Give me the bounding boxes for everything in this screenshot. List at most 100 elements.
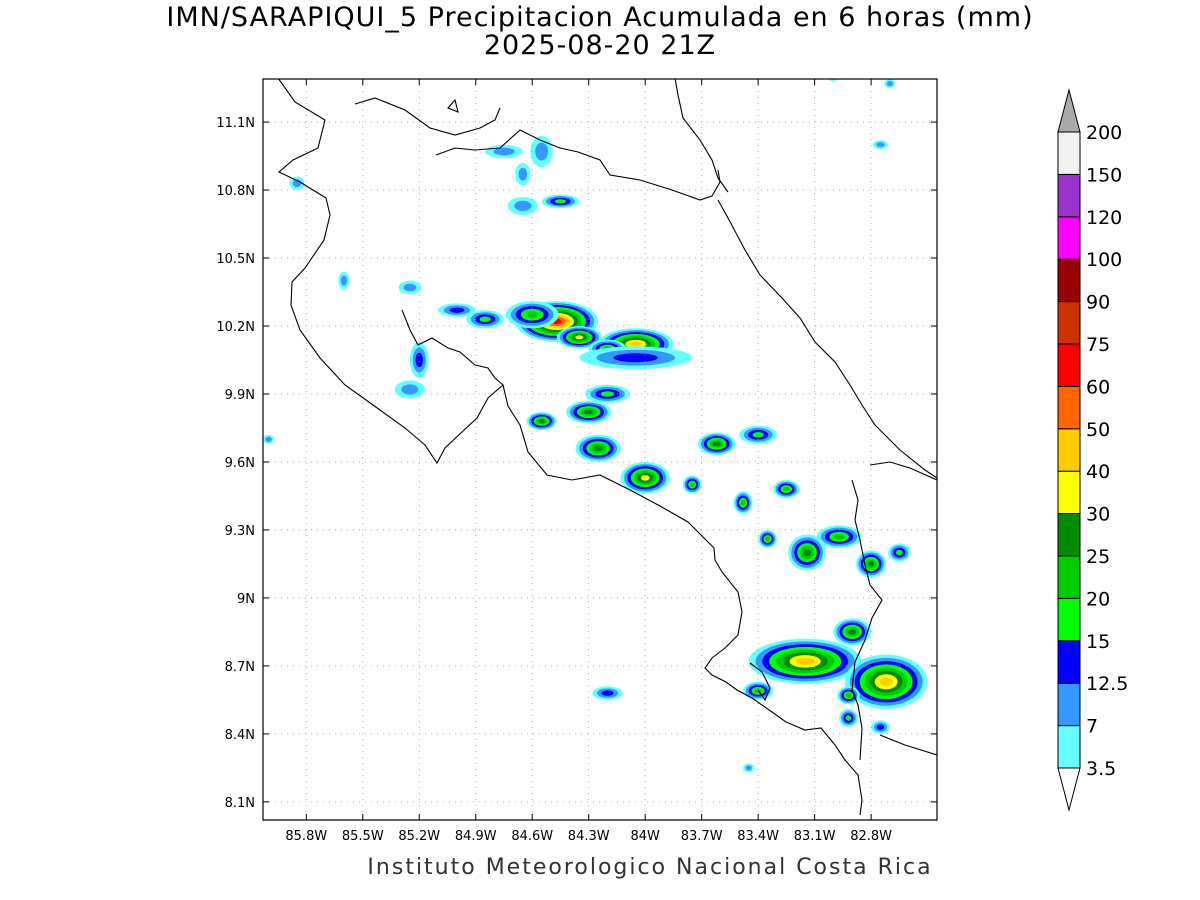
colorbar-box-3.5 (1057, 725, 1081, 769)
colorbar-label: 200 (1086, 122, 1122, 144)
colorbar-over-arrow (1057, 88, 1081, 133)
colorbar-label: 30 (1086, 504, 1110, 526)
costa-rica-north-border (435, 129, 721, 201)
precip-cell (592, 686, 623, 700)
costa-rica-caribbean-coast (717, 199, 937, 479)
precip-cell (505, 301, 559, 329)
precip-cell (682, 475, 702, 494)
colorbar-label: 60 (1086, 376, 1110, 398)
precip-cell (263, 434, 275, 444)
precip-contour-level-15 (554, 199, 567, 204)
colorbar-label: 75 (1086, 334, 1110, 356)
precip-cell (839, 708, 858, 728)
precip-cell (816, 525, 862, 549)
precip-contour-level-7 (403, 283, 417, 292)
colorbar-label: 7 (1086, 716, 1098, 738)
precip-contour-level-12.5 (601, 690, 614, 696)
precip-cell (844, 654, 928, 709)
precip-contour-level-15 (600, 391, 615, 397)
precip-contour-level-12.5 (876, 724, 885, 730)
precip-cell (748, 638, 862, 685)
colorbar-box-90 (1057, 258, 1081, 303)
colorbar-label: 15 (1086, 631, 1110, 653)
colorbar-label: 150 (1086, 164, 1122, 186)
precip-contour-level-25 (593, 445, 603, 452)
precip-contour-level-20 (833, 533, 845, 540)
lat-tick-label: 9.9N (225, 388, 255, 403)
precip-cell (485, 144, 523, 159)
precip-contour-level-7 (876, 142, 885, 148)
lon-tick-label: 83.7W (681, 829, 723, 844)
lat-tick-label: 8.1N (225, 796, 255, 811)
nicoya-gulf-coast (401, 309, 504, 386)
colorbar-box-30 (1057, 470, 1081, 515)
colorbar-label: 25 (1086, 546, 1110, 568)
precip-cell (338, 271, 350, 290)
precip-cell (758, 529, 777, 549)
colorbar-box-60 (1057, 343, 1081, 387)
costa-rica-pacific-coast (277, 79, 863, 816)
precip-contour-level-7 (518, 167, 528, 181)
precip-cell (773, 480, 800, 499)
precip-contour-level-25 (584, 409, 594, 415)
precip-contour-level-25 (803, 548, 811, 557)
lon-tick-label: 84W (630, 829, 660, 844)
lat-tick-label: 11.1N (216, 116, 255, 131)
colorbar-box-25 (1057, 513, 1081, 557)
precip-cell (828, 79, 839, 82)
precip-cell (507, 196, 538, 215)
precip-contour-level-15 (752, 432, 764, 438)
lake-island (447, 98, 459, 113)
precip-cell (515, 162, 531, 186)
lat-tick-label: 10.2N (216, 320, 255, 335)
colorbar-box-120 (1057, 173, 1081, 218)
precip-cell (575, 434, 621, 462)
lat-tick-label: 9.6N (225, 456, 255, 471)
precip-cell (409, 341, 429, 379)
colorbar-box-12.5 (1057, 640, 1081, 684)
precip-contour-level-25 (712, 441, 721, 447)
colorbar-label: 120 (1086, 207, 1122, 229)
precip-contour-level-25 (538, 419, 545, 424)
map-gridlines (263, 79, 937, 820)
colorbar-label: 90 (1086, 292, 1110, 314)
precip-contour-level-20 (740, 499, 746, 506)
precip-contour-level-12.5 (613, 353, 659, 363)
map-title: IMN/SARAPIQUI_5 Precipitacion Acumulada … (166, 2, 1034, 33)
lon-tick-label: 82.8W (850, 829, 892, 844)
precip-contour-level-25 (867, 561, 875, 567)
precip-contour-level-40 (879, 677, 893, 687)
precip-contour-level-20 (689, 482, 695, 487)
lon-tick-label: 83.4W (737, 829, 779, 844)
map-frame (262, 78, 938, 821)
precip-cell (620, 461, 670, 494)
lat-tick-label: 10.5N (216, 252, 255, 267)
precip-cell (888, 543, 911, 562)
lon-tick-label: 85.8W (285, 829, 327, 844)
precipitation-field (263, 79, 928, 773)
precip-contour-level-7 (514, 200, 532, 212)
precip-contour-level-7 (493, 147, 515, 156)
precip-contour-level-20 (765, 536, 770, 542)
precip-cell (833, 618, 872, 646)
precip-cell (566, 400, 612, 424)
precip-contour-level-3.5 (828, 79, 839, 82)
lat-tick-label: 9N (237, 592, 255, 607)
panama-border (851, 479, 883, 761)
lon-tick-label: 84.9W (455, 829, 497, 844)
precip-contour-level-7 (745, 765, 752, 771)
lat-tick-label: 8.4N (225, 728, 255, 743)
lon-tick-label: 84.6W (511, 829, 553, 844)
panama-coast (869, 461, 937, 481)
precip-contour-level-15 (845, 715, 852, 721)
precip-contour-level-12.5 (415, 352, 423, 368)
coastlines-and-borders (277, 79, 937, 816)
precip-cell (856, 550, 887, 578)
colorbar-label: 50 (1086, 419, 1110, 441)
osa-peninsula (749, 662, 771, 702)
precip-cell (579, 346, 693, 370)
precip-contour-level-7 (401, 384, 419, 395)
lon-tick-label: 85.2W (398, 829, 440, 844)
colorbar-label: 3.5 (1086, 758, 1116, 780)
colorbar-label: 12.5 (1086, 673, 1128, 695)
